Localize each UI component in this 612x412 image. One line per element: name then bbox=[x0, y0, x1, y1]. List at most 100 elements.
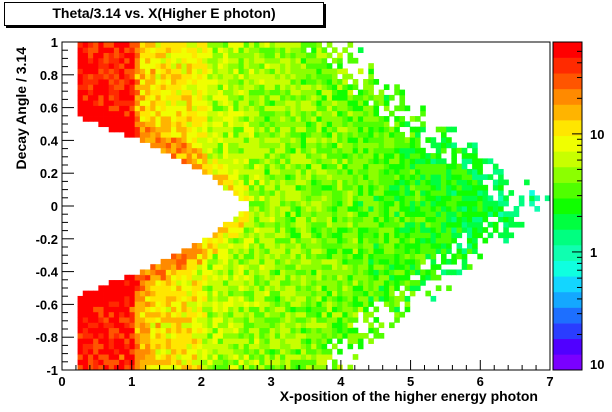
heatmap-cell bbox=[248, 258, 255, 265]
heatmap-cell bbox=[274, 137, 281, 143]
heatmap-cell bbox=[108, 338, 115, 344]
heatmap-cell bbox=[425, 190, 431, 196]
heatmap-cell bbox=[415, 190, 421, 196]
heatmap-cell bbox=[285, 174, 291, 180]
heatmap-cell bbox=[373, 147, 380, 154]
heatmap-cell bbox=[311, 327, 317, 334]
heatmap-cell bbox=[321, 317, 328, 323]
heatmap-cell bbox=[285, 131, 291, 138]
heatmap-cell bbox=[451, 126, 457, 133]
heatmap-cell bbox=[269, 179, 276, 186]
x-tick-label: 6 bbox=[477, 374, 484, 389]
heatmap-cell bbox=[243, 232, 250, 239]
heatmap-cell bbox=[316, 126, 322, 133]
heatmap-cell bbox=[134, 63, 141, 69]
heatmap-cell bbox=[160, 364, 167, 371]
heatmap-cell bbox=[446, 137, 452, 143]
heatmap-cell bbox=[160, 290, 167, 297]
heatmap-cell bbox=[300, 94, 307, 101]
heatmap-cell bbox=[300, 68, 307, 75]
heatmap-cell bbox=[212, 168, 219, 175]
heatmap-cell bbox=[181, 280, 187, 286]
heatmap-cell bbox=[461, 184, 468, 191]
heatmap-cell bbox=[103, 63, 110, 69]
heatmap-cell bbox=[389, 110, 395, 117]
heatmap-cell bbox=[399, 200, 406, 207]
heatmap-cell bbox=[134, 110, 141, 117]
heatmap-cell bbox=[415, 137, 421, 143]
heatmap-cell bbox=[222, 322, 229, 329]
heatmap-cell bbox=[295, 237, 302, 244]
heatmap-cell bbox=[290, 57, 297, 64]
heatmap-cell bbox=[331, 174, 338, 180]
heatmap-cell bbox=[285, 232, 291, 239]
heatmap-cell bbox=[228, 354, 234, 360]
heatmap-cell bbox=[186, 301, 193, 307]
heatmap-cell bbox=[295, 168, 302, 175]
heatmap-cell bbox=[171, 301, 177, 307]
heatmap-cell bbox=[238, 42, 245, 48]
heatmap-cell bbox=[321, 179, 328, 186]
heatmap-cell bbox=[280, 47, 286, 53]
heatmap-cell bbox=[311, 179, 317, 186]
heatmap-cell bbox=[415, 174, 421, 180]
heatmap-cell bbox=[124, 301, 130, 307]
heatmap-cell bbox=[306, 216, 312, 223]
heatmap-cell bbox=[300, 179, 307, 186]
heatmap-cell bbox=[264, 290, 271, 297]
heatmap-cell bbox=[217, 243, 224, 249]
heatmap-cell bbox=[280, 269, 286, 276]
heatmap-cell bbox=[108, 57, 115, 64]
heatmap-cell bbox=[373, 153, 380, 159]
heatmap-cell bbox=[425, 211, 431, 217]
heatmap-cell bbox=[300, 52, 307, 59]
heatmap-cell bbox=[331, 227, 338, 233]
heatmap-cell bbox=[306, 94, 312, 101]
heatmap-cell bbox=[331, 311, 338, 318]
heatmap-cell bbox=[363, 147, 369, 154]
heatmap-cell bbox=[285, 110, 291, 117]
heatmap-cell bbox=[321, 216, 328, 223]
heatmap-cell bbox=[108, 311, 115, 318]
heatmap-cell bbox=[368, 243, 374, 249]
heatmap-cell bbox=[409, 163, 416, 170]
heatmap-cell bbox=[98, 68, 104, 75]
heatmap-cell bbox=[186, 137, 193, 143]
heatmap-cell bbox=[82, 89, 89, 96]
heatmap-cell bbox=[228, 153, 234, 159]
heatmap-cell bbox=[306, 253, 312, 260]
heatmap-cell bbox=[409, 232, 416, 239]
heatmap-cell bbox=[196, 52, 203, 59]
heatmap-cell bbox=[212, 131, 219, 138]
heatmap-cell bbox=[389, 322, 395, 329]
heatmap-cell bbox=[342, 110, 348, 117]
heatmap-cell bbox=[451, 232, 457, 239]
heatmap-cell bbox=[269, 211, 276, 217]
heatmap-cell bbox=[472, 158, 478, 165]
chart-title: Theta/3.14 vs. X(Higher E photon) bbox=[52, 5, 276, 21]
heatmap-cell bbox=[461, 174, 468, 180]
heatmap-cell bbox=[373, 264, 380, 270]
heatmap-cell bbox=[264, 174, 271, 180]
heatmap-cell bbox=[222, 137, 229, 143]
heatmap-cell bbox=[352, 301, 359, 307]
heatmap-cell bbox=[228, 158, 234, 165]
heatmap-cell bbox=[280, 57, 286, 64]
heatmap-cell bbox=[311, 258, 317, 265]
heatmap-cell bbox=[311, 290, 317, 297]
heatmap-cell bbox=[326, 248, 333, 255]
heatmap-cell bbox=[155, 290, 162, 297]
heatmap-cell bbox=[373, 216, 380, 223]
heatmap-cell bbox=[513, 221, 520, 228]
heatmap-cell bbox=[155, 105, 162, 112]
heatmap-cell bbox=[326, 174, 333, 180]
heatmap-cell bbox=[202, 338, 208, 344]
heatmap-cell bbox=[269, 216, 276, 223]
heatmap-cell bbox=[316, 131, 322, 138]
heatmap-cell bbox=[503, 221, 509, 228]
heatmap-cell bbox=[456, 206, 463, 212]
heatmap-cell bbox=[113, 290, 120, 297]
heatmap-cell bbox=[352, 338, 359, 344]
heatmap-cell bbox=[77, 89, 84, 96]
heatmap-cell bbox=[306, 105, 312, 112]
